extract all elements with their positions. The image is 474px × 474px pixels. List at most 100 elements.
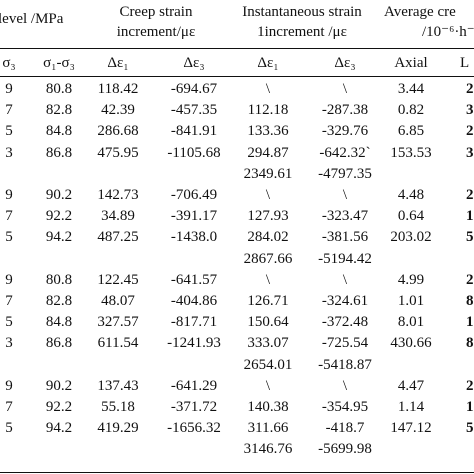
cell-inst-de3: -5194.42 [318,250,372,267]
cell-creep-de3: -817.71 [170,314,218,331]
cell-sigma3: 3 [5,335,13,352]
cell-lateral: 8 [466,335,474,352]
cell-inst-de1: 150.64 [247,314,289,331]
cell-inst-de3: -329.76 [321,123,369,140]
cell-sigma3: 5 [5,314,13,331]
cell-inst-de1: 284.02 [247,229,289,246]
cell-sigma3: 9 [5,187,13,203]
cell-inst-de1: 140.38 [247,399,289,415]
cell-sigma-diff: 92.2 [45,399,73,415]
header-instantaneous-strain-line2: 1increment /με [257,24,347,40]
cell-inst-de1: \ [265,377,271,394]
cell-creep-de3: -1241.93 [167,335,221,352]
subheader-sigma-diff: σ₁-σ₃ [43,55,75,71]
cell-inst-de3: \ [342,81,348,97]
cell-axial: 147.12 [390,420,432,437]
cell-inst-de3: \ [342,187,348,203]
cell-axial: 3.44 [397,81,425,97]
cell-creep-de1: 34.89 [101,208,135,225]
cell-axial: 0.64 [397,208,425,225]
cell-axial: 6.85 [397,123,425,140]
cell-inst-de1: 127.93 [247,208,289,225]
cell-sigma-diff: 80.8 [45,271,73,288]
cell-sigma-diff: 84.8 [45,314,73,331]
cell-sigma3: 9 [5,81,13,97]
cell-inst-de1: 2867.66 [243,250,293,267]
cell-axial: 203.02 [390,229,432,246]
cell-lateral: 5 [466,229,474,246]
cell-inst-de3: -287.38 [321,102,369,119]
header-average-creep-line2: /10⁻⁶·h⁻ [422,24,474,40]
cell-sigma-diff: 92.2 [45,208,73,225]
cell-sigma-diff: 86.8 [45,335,73,352]
cell-creep-de1: 122.45 [97,271,139,288]
cell-sigma-diff: 82.8 [45,102,73,119]
cell-creep-de1: 327.57 [97,314,139,331]
cell-inst-de3: \ [342,271,348,288]
cell-inst-de3: -381.56 [321,229,369,246]
subheader-rule [0,76,474,77]
cell-lateral: 8 [466,293,474,309]
cell-inst-de1: 294.87 [247,144,289,161]
cell-sigma-diff: 90.2 [45,377,73,394]
cell-inst-de1: 3146.76 [243,441,293,458]
cell-axial: 4.99 [397,271,425,288]
cell-axial: 8.01 [397,314,425,331]
cell-creep-de3: -841.91 [170,123,218,140]
cell-inst-de3: -324.61 [321,293,369,309]
cell-lateral: 2 [466,81,474,97]
cell-sigma-diff: 94.2 [45,420,73,437]
cell-sigma-diff: 82.8 [45,293,73,309]
subheader-axial: Axial [394,55,428,71]
bottom-rule [0,472,474,473]
cell-inst-de3: \ [342,377,348,394]
cell-inst-de3: -5699.98 [318,441,372,458]
cell-sigma3: 7 [5,399,13,415]
cell-creep-de3: -706.49 [170,187,218,203]
subheader-lateral: L [460,55,470,71]
cell-creep-de1: 118.42 [97,81,139,97]
cell-sigma3: 3 [5,144,13,161]
cell-creep-de1: 611.54 [97,335,139,352]
header-creep-strain-line1: Creep strain [119,4,193,20]
cell-creep-de3: -1656.32 [167,420,221,437]
cell-creep-de1: 475.95 [97,144,139,161]
cell-creep-de1: 419.29 [97,420,139,437]
cell-inst-de1: 2654.01 [243,356,293,373]
cell-sigma-diff: 86.8 [45,144,73,161]
cell-sigma3: 7 [5,208,13,225]
cell-creep-de3: -1105.68 [167,144,221,161]
cell-creep-de1: 142.73 [97,187,139,203]
cell-lateral: 3 [466,144,474,161]
cell-inst-de3: -642.32` [319,144,371,161]
cell-axial: 1.14 [397,399,425,415]
cell-inst-de3: -418.7 [325,420,365,437]
cell-axial: 1.01 [397,293,425,309]
cell-lateral: 2 [466,271,474,288]
cell-creep-de3: -391.17 [170,208,218,225]
cell-creep-de3: -694.67 [170,81,218,97]
cell-inst-de3: -372.48 [321,314,369,331]
cell-creep-de3: -641.29 [170,377,218,394]
header-instantaneous-strain-line1: Instantaneous strain [242,4,362,20]
cell-sigma3: 5 [5,229,13,246]
cell-sigma-diff: 84.8 [45,123,73,140]
cell-inst-de3: -5418.87 [318,356,372,373]
cell-creep-de1: 286.68 [97,123,139,140]
cell-lateral: 2 [466,377,474,394]
cell-lateral: 1 [466,399,474,415]
header-rule [0,48,474,49]
cell-inst-de1: 311.66 [247,420,289,437]
cell-axial: 4.48 [397,187,425,203]
cell-sigma3: 7 [5,293,13,309]
cell-inst-de1: 133.36 [247,123,289,140]
cell-inst-de1: 2349.61 [243,165,293,182]
cell-lateral: 1 [466,208,474,225]
cell-inst-de1: 126.71 [247,293,289,309]
cell-inst-de3: -4797.35 [318,165,372,182]
cell-lateral: 3 [466,102,474,119]
cell-inst-de1: \ [265,187,271,203]
subheader-creep-de1: Δε₁ [107,55,129,71]
cell-sigma-diff: 94.2 [45,229,73,246]
cell-creep-de1: 137.43 [97,377,139,394]
